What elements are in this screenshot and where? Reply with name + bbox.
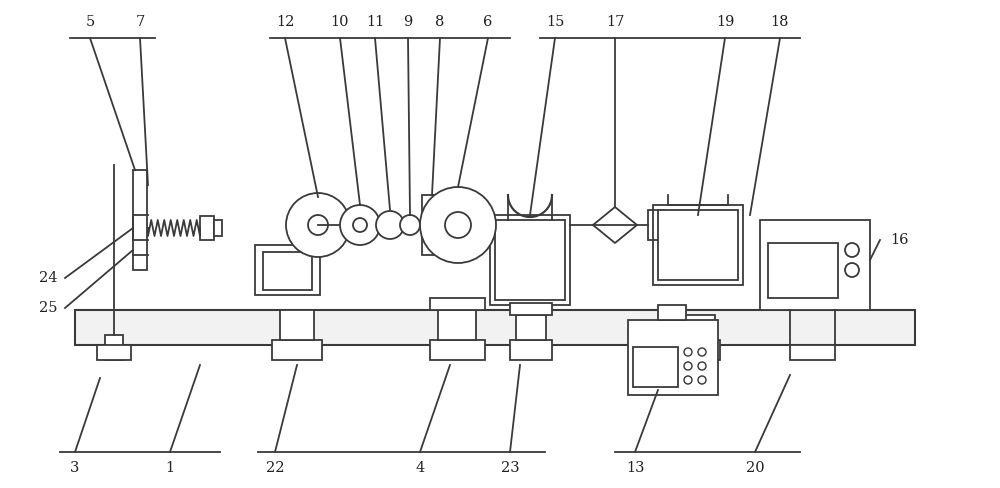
Bar: [790, 345, 835, 360]
Text: 22: 22: [266, 461, 284, 475]
Bar: [263, 252, 312, 290]
Text: 7: 7: [135, 15, 145, 29]
Text: 8: 8: [435, 15, 445, 29]
Circle shape: [845, 263, 859, 277]
Text: 23: 23: [501, 461, 519, 475]
Text: 17: 17: [606, 15, 624, 29]
Text: 18: 18: [771, 15, 789, 29]
Polygon shape: [593, 207, 637, 243]
Bar: [633, 347, 678, 387]
Circle shape: [698, 376, 706, 384]
Bar: [658, 210, 738, 280]
Bar: [760, 220, 870, 310]
Text: 10: 10: [331, 15, 349, 29]
Bar: [214, 220, 222, 236]
Text: 3: 3: [70, 461, 80, 475]
Circle shape: [845, 243, 859, 257]
Text: 15: 15: [546, 15, 564, 29]
Circle shape: [353, 218, 367, 232]
Circle shape: [286, 193, 350, 257]
Bar: [680, 315, 715, 340]
Bar: [675, 340, 720, 360]
Bar: [768, 243, 838, 298]
Text: 1: 1: [165, 461, 175, 475]
Circle shape: [684, 362, 692, 370]
Text: 6: 6: [483, 15, 493, 29]
Bar: [255, 245, 320, 295]
Text: 11: 11: [366, 15, 384, 29]
Bar: [510, 303, 552, 315]
Circle shape: [400, 215, 420, 235]
Bar: [653, 205, 743, 285]
Bar: [272, 340, 322, 360]
Text: 25: 25: [39, 301, 57, 315]
Text: 5: 5: [85, 15, 95, 29]
Bar: [510, 340, 552, 360]
Bar: [495, 220, 565, 300]
Circle shape: [698, 362, 706, 370]
Bar: [200, 216, 214, 240]
Circle shape: [420, 187, 496, 263]
Bar: [438, 310, 476, 340]
Text: 16: 16: [891, 233, 909, 247]
Text: 4: 4: [415, 461, 425, 475]
Text: 9: 9: [403, 15, 413, 29]
Bar: [422, 195, 438, 255]
Bar: [97, 345, 131, 360]
Circle shape: [684, 376, 692, 384]
Bar: [430, 298, 485, 310]
Bar: [648, 210, 664, 240]
Text: 19: 19: [716, 15, 734, 29]
Circle shape: [698, 348, 706, 356]
Bar: [105, 335, 123, 360]
Bar: [280, 310, 314, 340]
Circle shape: [445, 212, 471, 238]
Bar: [133, 170, 147, 270]
Circle shape: [376, 211, 404, 239]
Bar: [628, 320, 718, 395]
Text: 13: 13: [626, 461, 644, 475]
Bar: [516, 315, 546, 340]
Bar: [75, 310, 915, 345]
Bar: [430, 340, 485, 360]
Circle shape: [684, 348, 692, 356]
Bar: [658, 305, 686, 320]
Text: 12: 12: [276, 15, 294, 29]
Bar: [490, 215, 570, 305]
Circle shape: [340, 205, 380, 245]
Text: 24: 24: [39, 271, 57, 285]
Circle shape: [308, 215, 328, 235]
Text: 20: 20: [746, 461, 764, 475]
